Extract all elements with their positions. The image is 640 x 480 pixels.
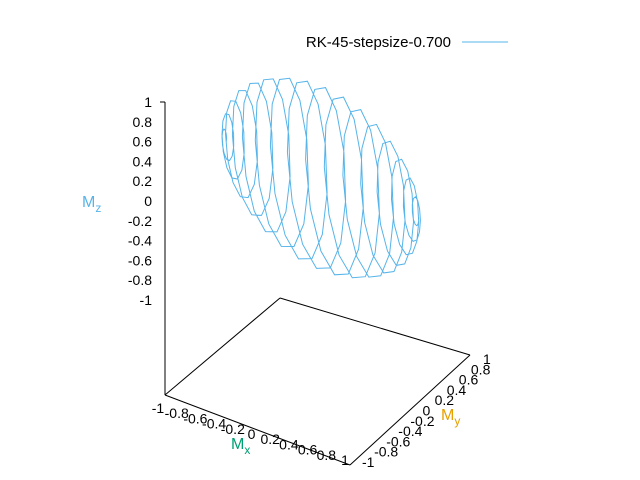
y-tick-label: 0.8 [471,361,491,377]
legend-label: RK-45-stepsize-0.700 [306,34,451,51]
y-tick-label: 0 [423,403,431,419]
x-tick-label: 0 [248,426,256,442]
back-axis-line [279,297,471,356]
y-tick-label: -0.6 [386,433,410,449]
z-tick-label: -0.8 [128,272,152,288]
z-tick-labels: 1 0.8 0.6 0.4 0.2 0 -0.2 -0.4 -0.6 -0.8 -1 [128,94,152,308]
y-tick-label: -1 [362,454,375,470]
x-axis-line [164,394,351,466]
series-line [221,77,421,279]
y-tick-label: -0.2 [410,413,434,429]
back-axis-line [164,297,281,396]
z-tick-label: -1 [140,292,153,308]
y-tick-label: 0.6 [459,372,479,388]
y-tick-label: 0.2 [435,392,455,408]
z-tick-label: 0 [144,193,152,209]
x-tick-label: 0.8 [317,447,337,463]
x-axis-label: Mx [231,436,250,457]
x-tick-label: -0.6 [183,410,207,426]
y-tick-label: -0.4 [398,423,422,439]
x-tick-label: -0.4 [202,416,226,432]
x-tick-label: 1 [341,452,349,468]
y-axis-label: My [441,407,460,428]
x-tick-label: 0.6 [298,442,318,458]
x-tick-label: -1 [152,400,165,416]
x-tick-label: 0.4 [279,436,299,452]
y-tick-labels: -1-0.8-0.6-0.4-0.200.20.40.60.81 [362,351,491,470]
z-tick-label: 0.8 [133,114,153,130]
z-tick-label: -0.6 [128,252,152,268]
z-tick-label: 0.4 [133,153,153,169]
x-tick-label: -0.2 [221,421,245,437]
z-tick-label: 0.6 [133,134,153,150]
z-tick-label: -0.2 [128,213,152,229]
x-tick-labels: -1 -0.8-0.6-0.4-0.2 0 0.2 0.4 0.6 0.8 1 [152,400,349,468]
x-tick-label: 0.2 [260,431,280,447]
y-tick-label: 1 [483,351,491,367]
z-tick-label: 0.2 [133,173,153,189]
legend: RK-45-stepsize-0.700 [306,34,508,51]
z-tick-label: 1 [144,94,152,110]
z-tick-label: -0.4 [128,233,152,249]
y-tick-label: 0.4 [447,382,467,398]
z-axis-label: Mz [82,194,101,215]
x-tick-label: -0.8 [165,405,189,421]
y-axis-line [349,354,471,466]
y-tick-label: -0.8 [374,444,398,460]
